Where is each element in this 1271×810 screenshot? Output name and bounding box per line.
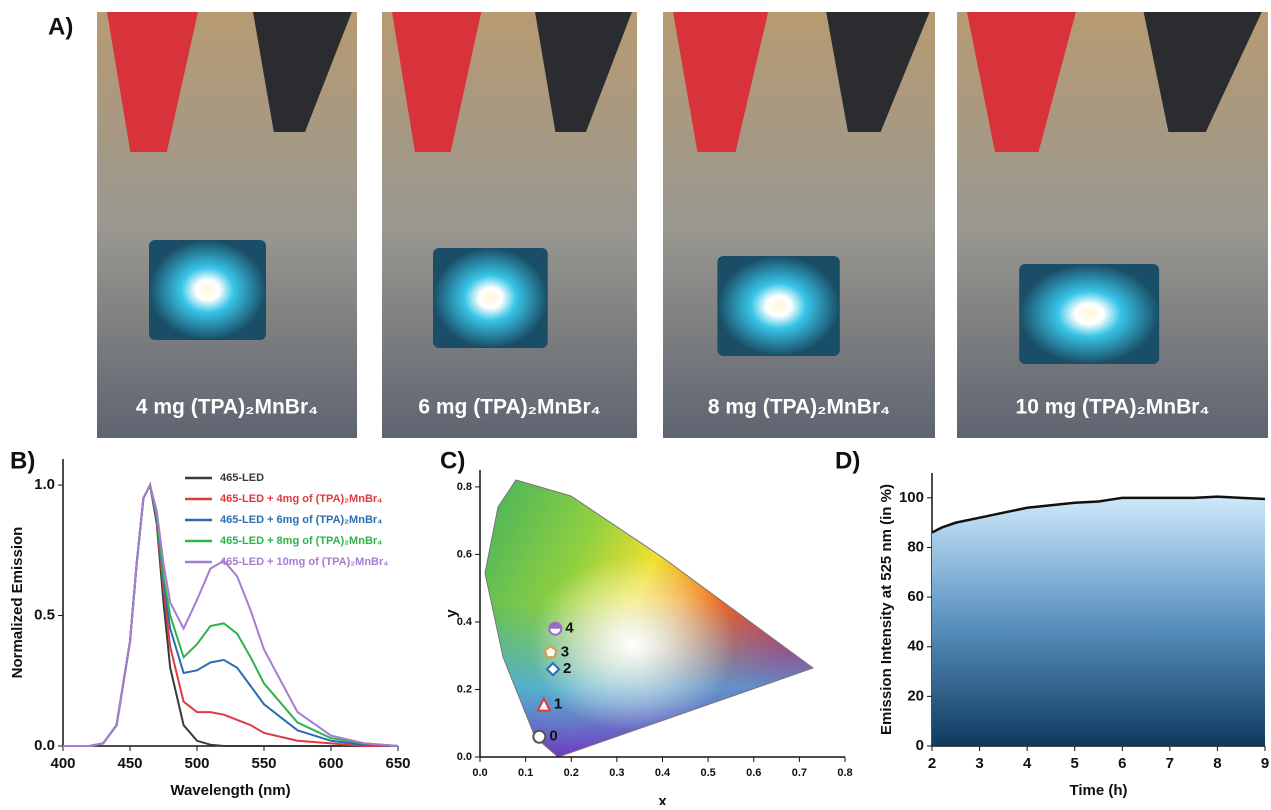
x-axis-title: x	[658, 793, 667, 805]
x-tick-label: 500	[184, 755, 209, 772]
legend-label: 465-LED	[220, 472, 264, 484]
x-tick-label: 0.4	[655, 767, 671, 779]
y-axis-title: Normalized Emission	[9, 527, 26, 679]
panel-label: C)	[440, 447, 465, 474]
x-tick-label: 650	[385, 755, 410, 772]
x-tick-label: 7	[1166, 755, 1174, 772]
led-block	[149, 240, 266, 340]
clip-red	[392, 12, 482, 152]
x-tick-label: 6	[1118, 755, 1126, 772]
series-line	[63, 482, 399, 747]
x-tick-label: 2	[928, 755, 936, 772]
x-tick-label: 5	[1071, 755, 1079, 772]
y-tick-label: 0	[916, 737, 924, 754]
x-tick-label: 0.8	[837, 767, 852, 779]
point	[536, 696, 552, 712]
led-block	[1019, 264, 1160, 364]
y-tick-label: 60	[907, 588, 924, 605]
point	[543, 645, 558, 659]
photo-caption: 10 mg (TPA)₂MnBr₄	[1016, 396, 1210, 419]
y-tick-label: 0.4	[457, 616, 473, 628]
y-axis-title: Emission Intensity at 525 nm (in %)	[878, 484, 895, 735]
legend-label: 465-LED + 10mg of (TPA)₂MnBr₄	[220, 556, 389, 568]
legend-label: 465-LED + 6mg of (TPA)₂MnBr₄	[220, 514, 382, 526]
y-tick-label: 1.0	[34, 476, 55, 493]
photo-caption: 8 mg (TPA)₂MnBr₄	[708, 396, 890, 419]
y-tick-label: 0.0	[457, 751, 472, 763]
point-label: 2	[563, 660, 571, 677]
y-axis-title: y	[443, 609, 460, 618]
clip-red	[967, 12, 1076, 152]
x-tick-label: 9	[1261, 755, 1269, 772]
x-tick-label: 0.5	[700, 767, 715, 779]
x-tick-label: 550	[251, 755, 276, 772]
x-tick-label: 0.6	[746, 767, 761, 779]
clip-black	[253, 12, 352, 132]
y-tick-label: 0.0	[34, 737, 55, 754]
photo-caption: 6 mg (TPA)₂MnBr₄	[418, 396, 600, 419]
x-tick-label: 400	[50, 755, 75, 772]
point	[532, 729, 547, 744]
y-tick-label: 40	[907, 638, 924, 655]
x-tick-label: 8	[1213, 755, 1221, 772]
x-tick-label: 600	[318, 755, 343, 772]
point-half	[549, 622, 562, 629]
y-tick-label: 80	[907, 538, 924, 555]
panel-label: A)	[48, 13, 73, 40]
y-tick-label: 100	[899, 489, 924, 506]
clip-black	[826, 12, 930, 132]
x-tick-label: 0.2	[564, 767, 579, 779]
photo-panel: 4 mg (TPA)₂MnBr₄ 6 mg (TPA)₂MnBr₄ 8 mg (TP…	[97, 12, 1268, 438]
x-tick-label: 0.0	[472, 767, 487, 779]
x-axis-title: Wavelength (nm)	[170, 782, 290, 799]
y-tick-label: 0.2	[457, 683, 472, 695]
legend-label: 465-LED + 8mg of (TPA)₂MnBr₄	[220, 535, 382, 547]
y-tick-label: 0.8	[457, 481, 472, 493]
spectral-locus	[484, 479, 815, 758]
clip-black	[1143, 12, 1262, 132]
led-block	[433, 248, 548, 348]
area-fill	[932, 496, 1265, 746]
clip-black	[535, 12, 632, 132]
point	[545, 661, 561, 677]
point-label: 3	[561, 643, 569, 660]
x-axis-title: Time (h)	[1069, 782, 1127, 799]
cie-diagram	[485, 480, 813, 757]
clip-red	[107, 12, 198, 152]
x-tick-label: 450	[117, 755, 142, 772]
point-label: 4	[565, 620, 574, 637]
panel-label: B)	[10, 447, 35, 474]
x-tick-label: 4	[1023, 755, 1032, 772]
led-block	[717, 256, 840, 356]
x-tick-label: 3	[975, 755, 983, 772]
y-tick-label: 20	[907, 687, 924, 704]
y-tick-label: 0.6	[457, 548, 472, 560]
point-label: 1	[554, 696, 562, 713]
point-label: 0	[549, 728, 557, 745]
y-tick-label: 0.5	[34, 607, 55, 624]
legend-label: 465-LED + 4mg of (TPA)₂MnBr₄	[220, 493, 382, 505]
x-tick-label: 0.3	[609, 767, 624, 779]
clip-red	[673, 12, 769, 152]
panel-label: D)	[835, 447, 860, 474]
series-line	[931, 495, 1266, 534]
x-tick-label: 0.1	[518, 767, 533, 779]
x-tick-label: 0.7	[792, 767, 807, 779]
photo-caption: 4 mg (TPA)₂MnBr₄	[136, 396, 318, 419]
